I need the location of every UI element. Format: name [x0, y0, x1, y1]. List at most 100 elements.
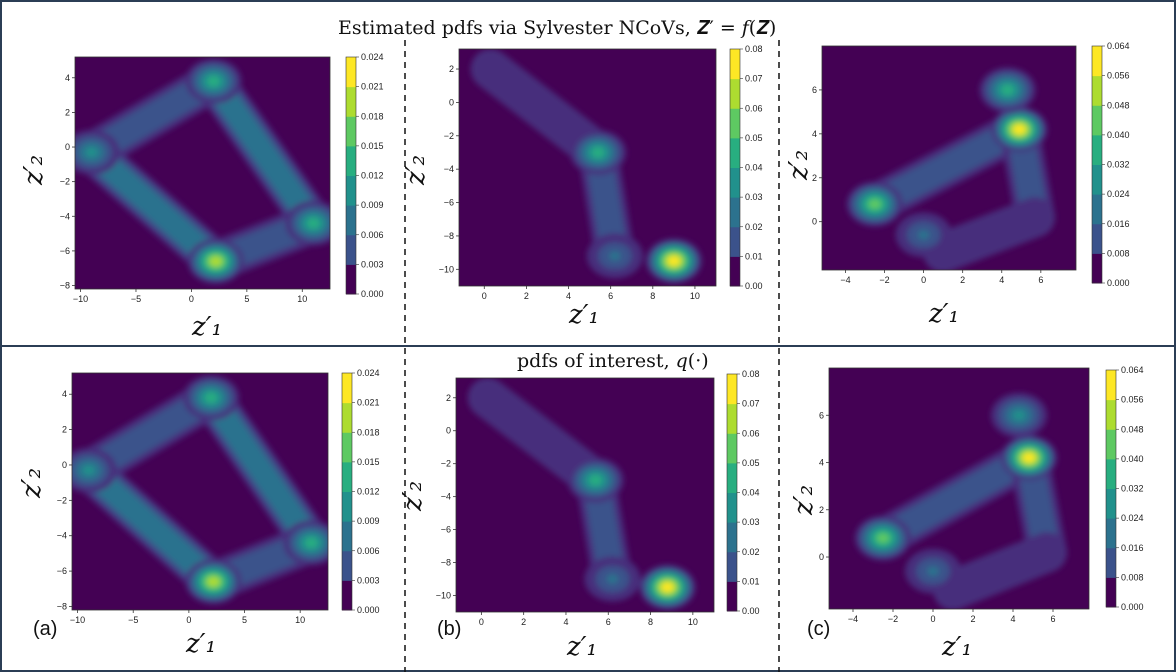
- y-tick-label: 4: [62, 389, 67, 399]
- colorbar-tick-label: 0.000: [361, 289, 384, 299]
- heatmap-panel-2: 0 2 4 6 8 10 −10 −8 −6 −4 −2 0 2 z′₁ z′₂ 0.00 0.01 0.02 0.…: [401, 44, 763, 330]
- ridge-band: [77, 458, 225, 594]
- colorbar-tick-label: 0.08: [742, 369, 760, 379]
- density-peak: [1001, 85, 1014, 95]
- x-tick-label: 4: [566, 291, 571, 301]
- y-axis-label: z′₂: [398, 481, 428, 512]
- colorbar-tick-label: 0.05: [745, 133, 763, 143]
- density-layer: [846, 67, 1055, 270]
- colorbar-tick-label: 0.02: [745, 222, 763, 232]
- x-tick-label: 6: [606, 617, 611, 627]
- density-peak: [589, 475, 602, 485]
- x-tick-label: 4: [999, 275, 1004, 285]
- colorbar-tick-label: 0.000: [1121, 602, 1144, 612]
- colorbar-segment: [1092, 164, 1102, 195]
- density-peak: [1013, 124, 1026, 135]
- y-tick-label: −2: [60, 177, 70, 187]
- colorbar-tick-label: 0.012: [361, 171, 384, 181]
- x-tick-label: 2: [524, 291, 529, 301]
- colorbar-tick-label: 0.06: [745, 103, 763, 113]
- x-tick-label: 0: [186, 615, 191, 625]
- colorbar-tick-label: 0.009: [361, 200, 384, 210]
- colorbar-tick-label: 0.016: [1107, 219, 1130, 229]
- colorbar-segment: [346, 264, 356, 295]
- x-axis-label: z′₁: [941, 632, 972, 662]
- colorbar-tick-label: 0.03: [745, 192, 763, 202]
- plot-frame: [821, 45, 1077, 271]
- colorbar-segment: [727, 551, 737, 582]
- colorbar-segment: [727, 581, 737, 612]
- colorbar-segment: [342, 550, 352, 581]
- y-tick-label: −4: [444, 164, 454, 174]
- y-tick-label: 0: [62, 460, 67, 470]
- y-axis-label: z′₂: [17, 468, 47, 499]
- x-axis-label: z′₁: [185, 629, 216, 659]
- colorbar-segment: [1092, 194, 1102, 225]
- colorbar-tick-label: 0.016: [1121, 543, 1144, 553]
- colorbar-tick-label: 0.024: [357, 368, 380, 378]
- colorbar-segment: [1092, 46, 1102, 77]
- y-tick-label: 4: [819, 458, 824, 468]
- y-tick-label: −10: [439, 264, 454, 274]
- x-tick-label: 10: [297, 294, 307, 304]
- colorbar-tick-label: 0.032: [1107, 160, 1130, 170]
- colorbar-tick-label: 0.000: [1107, 278, 1130, 288]
- density-peak: [209, 256, 222, 267]
- y-tick-label: 2: [812, 173, 817, 183]
- colorbar-tick-label: 0.04: [745, 163, 763, 173]
- colorbar-tick-label: 0.012: [357, 487, 380, 497]
- colorbar-segment: [1106, 429, 1116, 460]
- x-tick-label: 6: [608, 291, 613, 301]
- colorbar-tick-label: 0.024: [1107, 189, 1130, 199]
- density-peak: [608, 251, 621, 261]
- y-tick-label: −4: [60, 211, 70, 221]
- heatmap-panel-5: 0 2 4 6 8 10 −10 −8 −6 −4 −2 0 2 z′₁ z′₂ 0.00 0.01 0.02 0.…: [398, 369, 760, 662]
- density-layer: [75, 58, 330, 284]
- colorbar-tick-label: 0.003: [361, 259, 384, 269]
- ridge-band: [202, 69, 325, 235]
- y-tick-label: 2: [449, 64, 454, 74]
- colorbar-segment: [1092, 134, 1102, 165]
- y-tick-label: 6: [812, 85, 817, 95]
- x-tick-label: 6: [1038, 275, 1043, 285]
- colorbar-tick-label: 0.02: [742, 547, 760, 557]
- y-tick-label: −8: [60, 281, 70, 291]
- density-peak: [927, 566, 939, 576]
- colorbar-segment: [342, 432, 352, 463]
- ridge-band: [199, 386, 323, 555]
- colorbar-tick-label: 0.040: [1121, 454, 1144, 464]
- density-peak: [85, 147, 98, 158]
- colorbar-tick-label: 0.000: [357, 605, 380, 615]
- density-peak: [305, 537, 318, 548]
- colorbar-tick-label: 0.009: [357, 516, 380, 526]
- y-tick-label: 0: [819, 552, 824, 562]
- colorbar-segment: [1106, 488, 1116, 519]
- density-peak: [667, 256, 680, 266]
- y-tick-label: −4: [57, 531, 67, 541]
- y-tick-label: −4: [441, 492, 451, 502]
- y-tick-label: −8: [441, 558, 451, 568]
- colorbar-tick-label: 0.008: [1107, 248, 1130, 258]
- x-tick-label: 2: [960, 275, 965, 285]
- colorbar-tick-label: 0.07: [742, 399, 760, 409]
- colorbar-segment: [730, 197, 740, 228]
- plot-frame: [828, 367, 1090, 610]
- plot-frame: [74, 56, 331, 290]
- y-tick-label: 6: [819, 410, 824, 420]
- ridge-band: [869, 444, 1043, 552]
- colorbar-segment: [727, 433, 737, 464]
- x-tick-label: 0: [930, 614, 935, 624]
- y-tick-label: 2: [65, 107, 70, 117]
- colorbar-segment: [342, 580, 352, 611]
- colorbar-tick-label: 0.064: [1107, 41, 1130, 51]
- colorbar-tick-label: 0.00: [742, 606, 760, 616]
- plot-frame: [455, 377, 715, 613]
- colorbar-tick-label: 0.006: [361, 230, 384, 240]
- plot-frame: [71, 372, 329, 611]
- colorbar-tick-label: 0.040: [1107, 130, 1130, 140]
- colorbar-segment: [346, 86, 356, 117]
- y-tick-label: −2: [441, 459, 451, 469]
- density-peak: [917, 230, 930, 240]
- y-tick-label: −8: [444, 231, 454, 241]
